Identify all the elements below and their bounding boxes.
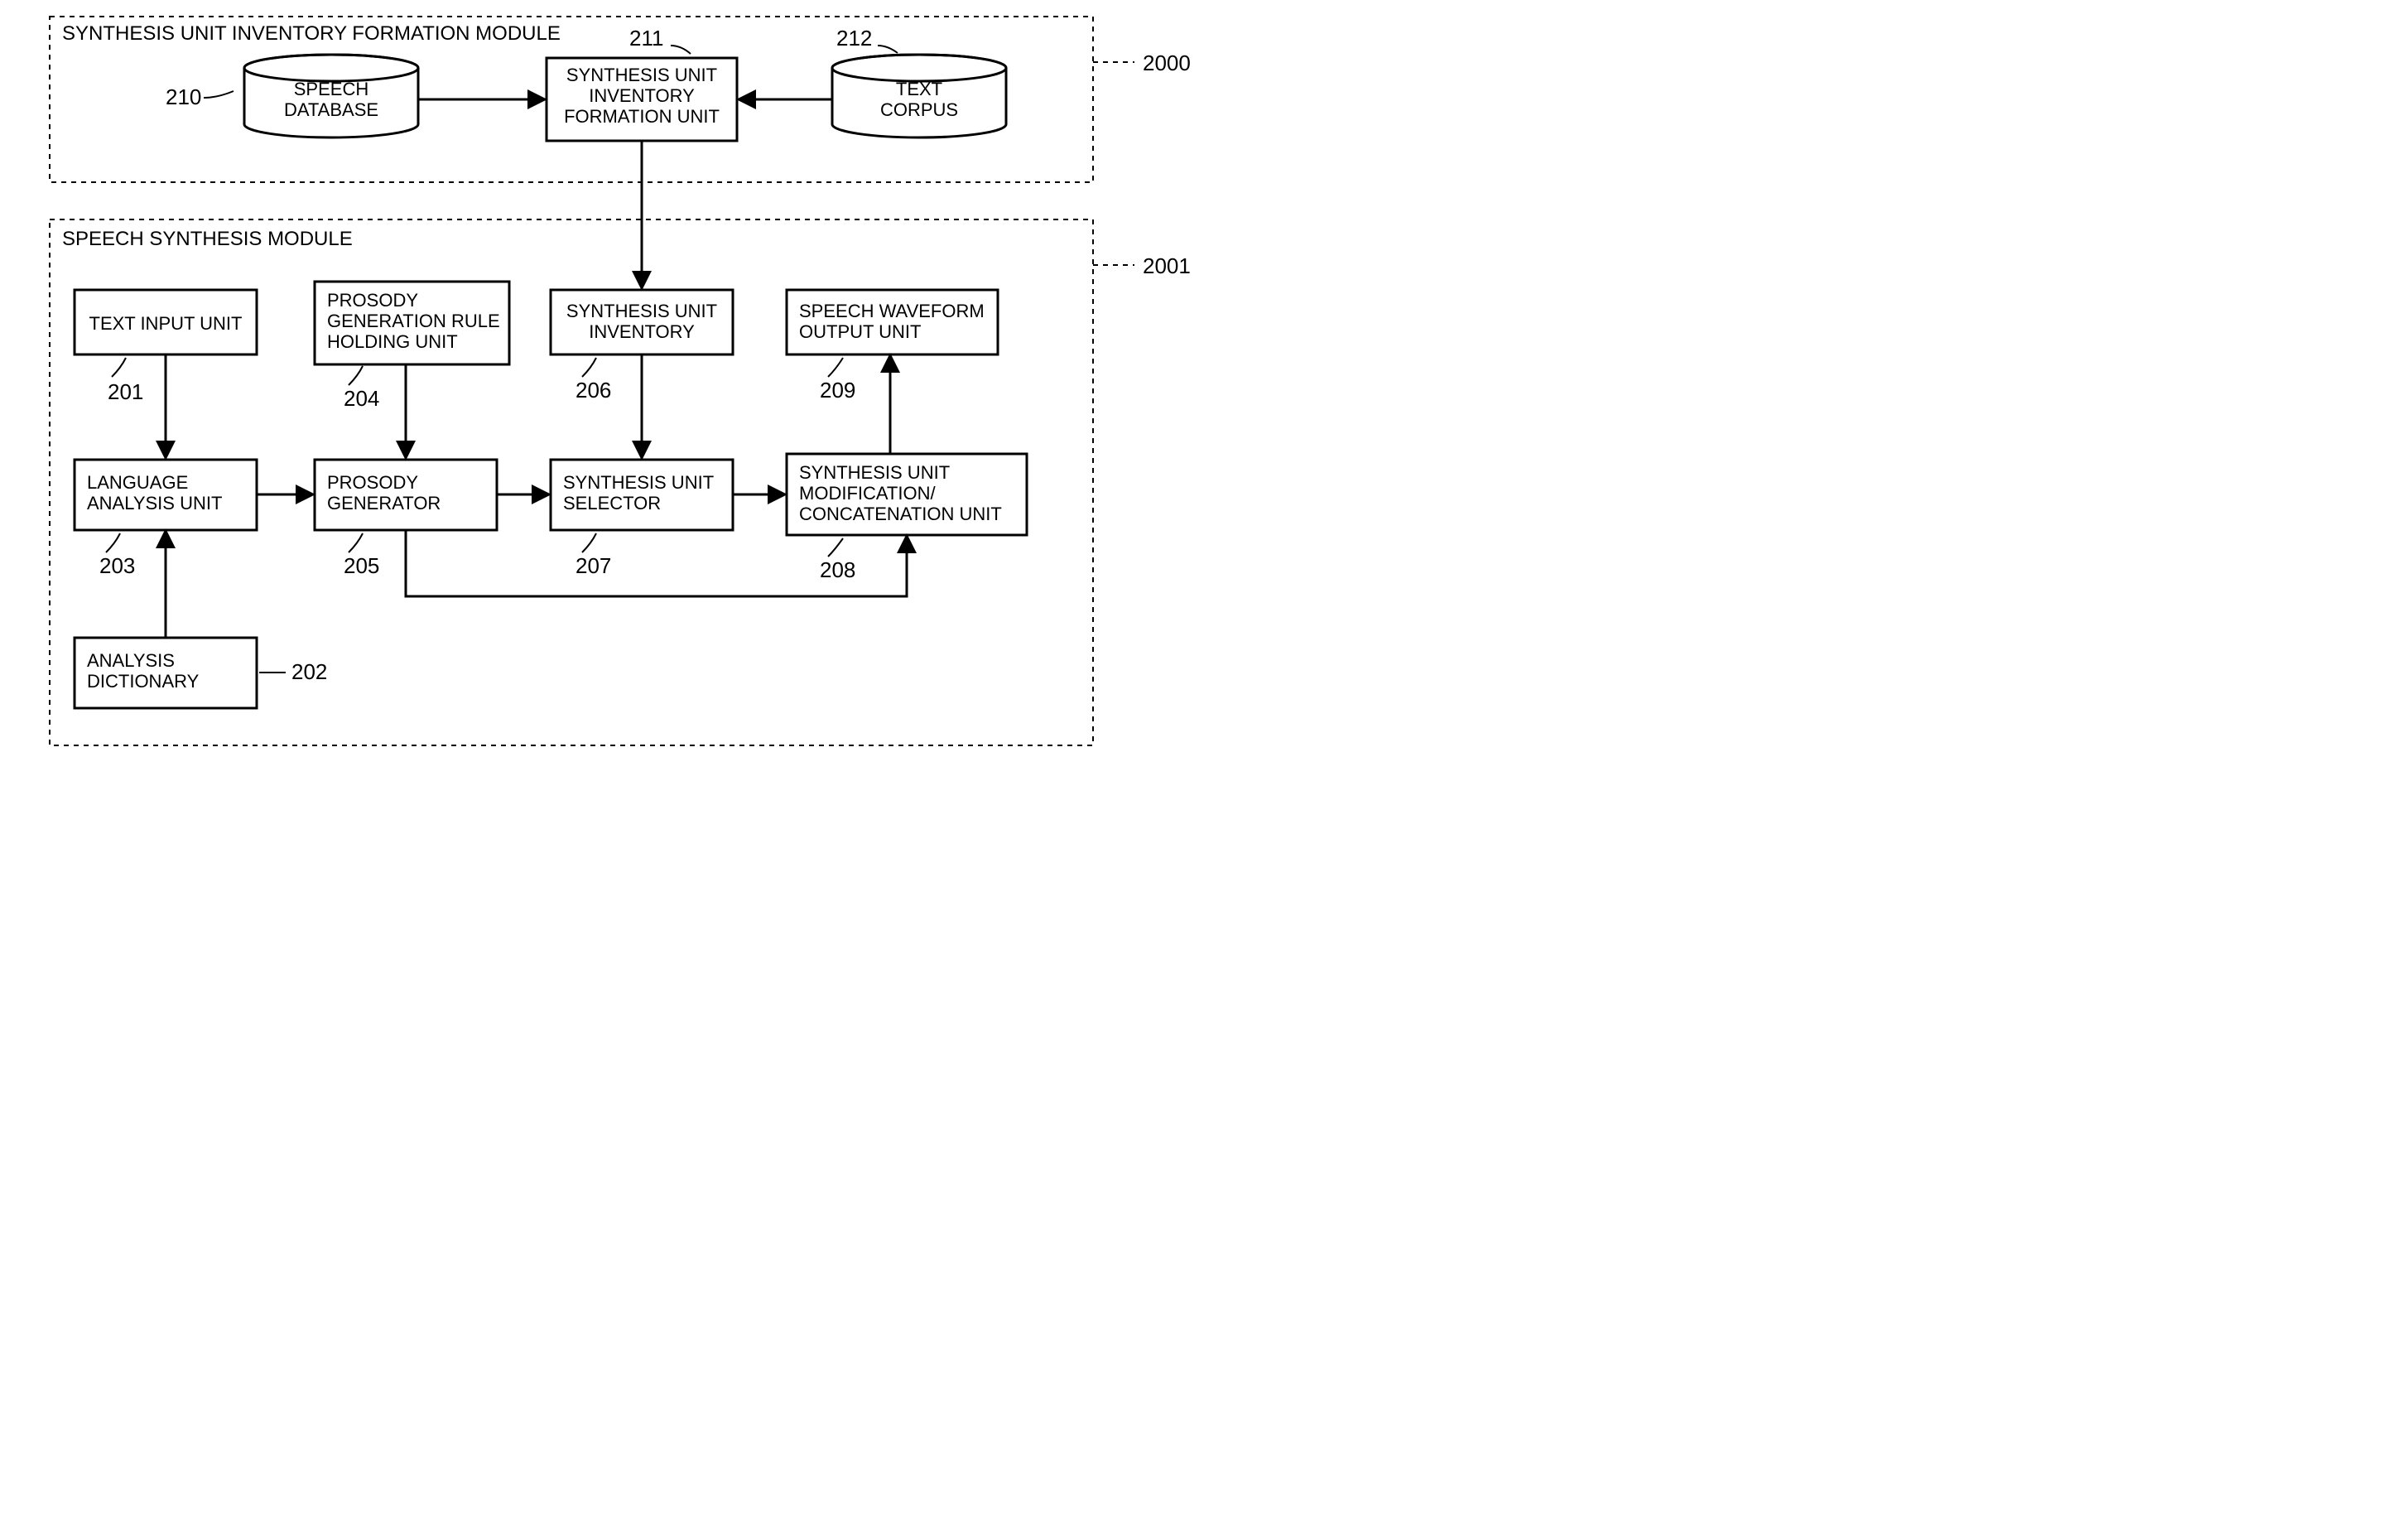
n208-line3: CONCATENATION UNIT: [799, 504, 1002, 524]
n205-line2: GENERATOR: [327, 493, 441, 513]
n204-leader: [349, 366, 363, 385]
n207-leader: [582, 533, 596, 552]
n207-line1: SYNTHESIS UNIT: [563, 472, 714, 493]
n204-ref: 204: [344, 386, 379, 411]
n205-leader: [349, 533, 363, 552]
n212-ref: 212: [836, 26, 872, 51]
n209-line1: SPEECH WAVEFORM: [799, 301, 985, 321]
n203-line2: ANALYSIS UNIT: [87, 493, 222, 513]
n203-line1: LANGUAGE: [87, 472, 188, 493]
n202-line1: ANALYSIS: [87, 650, 175, 671]
n211-line1: SYNTHESIS UNIT: [566, 65, 717, 85]
n208-line2: MODIFICATION/: [799, 483, 936, 504]
n203-leader: [106, 533, 120, 552]
node-text-corpus: TEXT CORPUS: [832, 55, 1006, 137]
n210-leader: [204, 91, 234, 98]
n203-ref: 203: [99, 553, 135, 578]
n211-leader: [671, 46, 691, 54]
n212-leader: [878, 46, 898, 53]
module-bottom-title: SPEECH SYNTHESIS MODULE: [62, 228, 353, 250]
n210-line2: DATABASE: [284, 99, 378, 120]
n211-line3: FORMATION UNIT: [564, 106, 720, 127]
n206-line2: INVENTORY: [589, 321, 695, 342]
n212-line1: TEXT: [896, 79, 942, 99]
n201-leader: [112, 358, 126, 377]
n205-line1: PROSODY: [327, 472, 418, 493]
n208-ref: 208: [820, 557, 855, 582]
n206-line1: SYNTHESIS UNIT: [566, 301, 717, 321]
n211-ref: 211: [629, 26, 663, 51]
n212-line2: CORPUS: [880, 99, 958, 120]
n209-leader: [828, 358, 843, 377]
n207-line2: SELECTOR: [563, 493, 661, 513]
n208-line1: SYNTHESIS UNIT: [799, 462, 950, 483]
module-bottom-ref: 2001: [1143, 253, 1191, 278]
n202-ref: 202: [291, 659, 327, 684]
n205-ref: 205: [344, 553, 379, 578]
n210-line1: SPEECH: [294, 79, 368, 99]
n201-line: TEXT INPUT UNIT: [89, 313, 243, 334]
n204-line2: GENERATION RULE: [327, 311, 500, 331]
n211-line2: INVENTORY: [589, 85, 695, 106]
n201-ref: 201: [108, 379, 143, 404]
n204-line1: PROSODY: [327, 290, 418, 311]
node-speech-database: SPEECH DATABASE: [244, 55, 418, 137]
n204-line3: HOLDING UNIT: [327, 331, 458, 352]
n208-leader: [828, 538, 843, 557]
n206-leader: [582, 358, 596, 377]
n202-line2: DICTIONARY: [87, 671, 200, 692]
n209-ref: 209: [820, 378, 855, 403]
n210-ref: 210: [166, 84, 201, 109]
n207-ref: 207: [576, 553, 611, 578]
module-top-title: SYNTHESIS UNIT INVENTORY FORMATION MODUL…: [62, 22, 561, 45]
n206-ref: 206: [576, 378, 611, 403]
module-top-ref: 2000: [1143, 51, 1191, 75]
n209-line2: OUTPUT UNIT: [799, 321, 921, 342]
